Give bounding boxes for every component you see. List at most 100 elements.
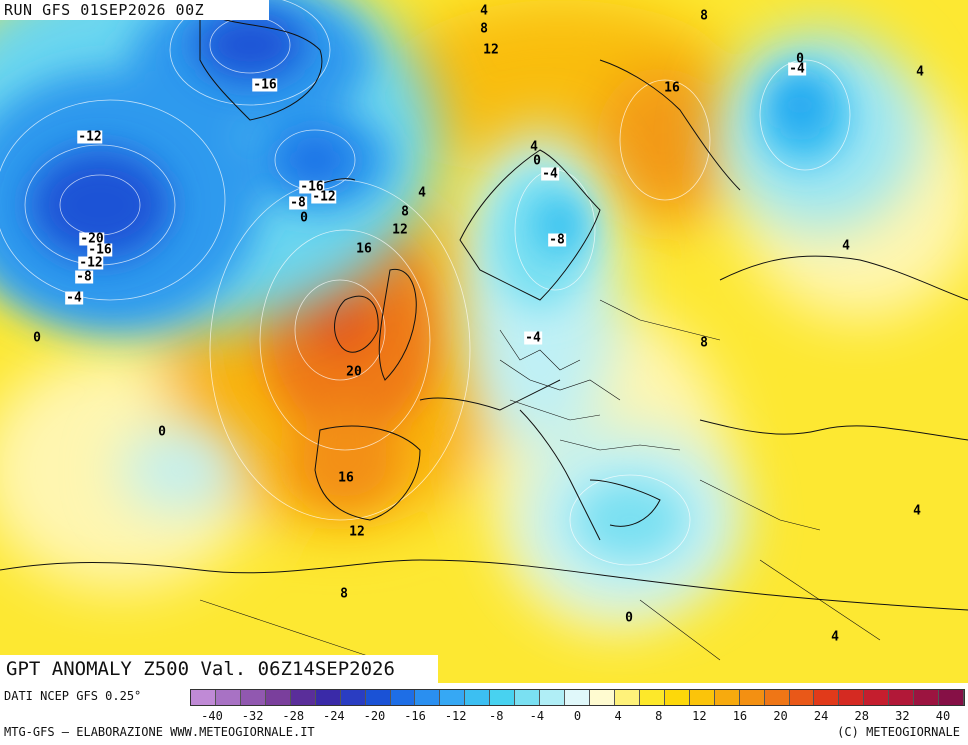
contour-label: 12: [483, 42, 499, 58]
colorbar-cell: [240, 690, 266, 705]
colorbar-cell: [565, 690, 590, 705]
colorbar-cell: [540, 690, 566, 705]
contour-label: 8: [340, 586, 348, 602]
contour-label: 0: [625, 610, 633, 626]
contour-label: 8: [401, 204, 409, 220]
colorbar-cell: [639, 690, 665, 705]
contour-label: -16: [252, 77, 278, 93]
colorbar-cell: [265, 690, 291, 705]
colorbar-tick-label: -40: [201, 709, 223, 723]
colorbar-cell: [739, 690, 765, 705]
colorbar-cell: [689, 690, 715, 705]
contour-label: -4: [788, 61, 806, 77]
colorbar-cell: [465, 690, 491, 705]
contour-label: 4: [480, 3, 488, 19]
colorbar-cell: [490, 690, 516, 705]
contour-label: 4: [418, 185, 426, 201]
contour-label: -12: [78, 255, 104, 271]
contour-label: -12: [77, 129, 103, 145]
colorbar-tick-label: -4: [529, 709, 545, 723]
colorbar-tick-label: 16: [732, 709, 748, 723]
colorbar-cell: [789, 690, 815, 705]
colorbar-cell: [864, 690, 890, 705]
colorbar-tick-label: -28: [282, 709, 305, 723]
colorbar-cell: [939, 690, 965, 705]
colorbar-cell: [590, 690, 615, 705]
colorbar-cell: [340, 690, 366, 705]
contour-label: 12: [349, 524, 365, 540]
contour-label: -20: [79, 231, 105, 247]
contour-label: 0: [33, 330, 41, 346]
colorbar-tick-label: -20: [363, 709, 386, 723]
colorbar-cell: [365, 690, 391, 705]
contour-label: 16: [664, 80, 680, 96]
coastlines: [0, 9, 968, 611]
contour-label: 4: [842, 238, 850, 254]
contour-label: -4: [65, 290, 83, 306]
contour-label: 8: [700, 8, 708, 24]
colorbar-tick-label: -32: [241, 709, 264, 723]
colorbar-ticks: -40 -32 -28 -24 -20 -16 -12 -8 -4 0 4 8 12 16 20 24 28 32…: [190, 709, 965, 723]
colorbar-cell: [714, 690, 740, 705]
data-source-label: DATI NCEP GFS 0.25°: [4, 689, 142, 703]
contour-label: -4: [541, 166, 559, 182]
contour-label: 0: [158, 424, 166, 440]
colorbar-cell: [215, 690, 241, 705]
colorbar-tick-label: 12: [692, 709, 707, 723]
colorbar-cell: [839, 690, 865, 705]
colorbar-tick-label: 20: [773, 709, 788, 723]
contour-label: 8: [700, 335, 708, 351]
contour-label: -4: [524, 330, 542, 346]
colorbar-tick-label: 0: [573, 709, 582, 723]
colorbar-cell: [390, 690, 416, 705]
colorbar-cell: [315, 690, 341, 705]
colorbar-cell: [814, 690, 840, 705]
colorbar-tick-label: -24: [322, 709, 345, 723]
credit-label: MTG-GFS — ELABORAZIONE WWW.METEOGIORNALE…: [4, 725, 315, 739]
run-label: RUN GFS 01SEP2026 00Z: [0, 0, 269, 20]
colorbar-tick-label: 28: [854, 709, 869, 723]
colorbar-cell: [889, 690, 915, 705]
colorbar-tick-label: 8: [655, 709, 663, 723]
contour-label: 0: [300, 210, 308, 226]
colorbar-tick-label: 32: [895, 709, 910, 723]
colorbar-cell: [614, 690, 640, 705]
colorbar-cell: [440, 690, 466, 705]
contour-label: 4: [530, 139, 538, 155]
contour-label: -16: [87, 242, 113, 258]
anomaly-map: [0, 0, 968, 683]
contour-label: -12: [311, 189, 337, 205]
contour-label: 4: [913, 503, 921, 519]
colorbar-tick-label: 4: [614, 709, 622, 723]
map-area: 4 8 8 12 0 -4 4 -16 16 -12 -16 -8 -12 0 …: [0, 0, 968, 683]
contour-label: -8: [289, 195, 307, 211]
colorbar-cell: [191, 690, 216, 705]
colorbar: [190, 689, 965, 706]
colorbar-tick-label: -12: [444, 709, 467, 723]
colorbar-tick-label: -8: [489, 709, 504, 723]
colorbar-cell: [415, 690, 441, 705]
contour-label: 20: [346, 364, 362, 380]
colorbar-cell: [290, 690, 316, 705]
map-title: GPT ANOMALY Z500 Val. 06Z14SEP2026: [0, 655, 438, 683]
colorbar-cell: [515, 690, 541, 705]
contour-label: 4: [916, 64, 924, 80]
colorbar-tick-label: -16: [404, 709, 426, 723]
contour-label: -16: [299, 179, 325, 195]
colorbar-tick-label: 40: [935, 709, 951, 723]
contour-label: -8: [75, 269, 93, 285]
borders: [199, 299, 881, 661]
colorbar-tick-label: 24: [813, 709, 829, 723]
colorbar-cell: [664, 690, 690, 705]
contour-label: 16: [356, 241, 372, 257]
contour-label: 16: [338, 470, 354, 486]
contour-label: 0: [796, 51, 804, 67]
contour-label: -8: [548, 232, 566, 248]
contour-label: 0: [533, 153, 541, 169]
colorbar-cell: [914, 690, 940, 705]
copyright-label: (C) METEOGIORNALE: [837, 725, 960, 739]
contour-label: 4: [831, 629, 839, 645]
colorbar-cell: [764, 690, 790, 705]
contour-label: 8: [480, 21, 488, 37]
contour-label: 12: [392, 222, 408, 238]
